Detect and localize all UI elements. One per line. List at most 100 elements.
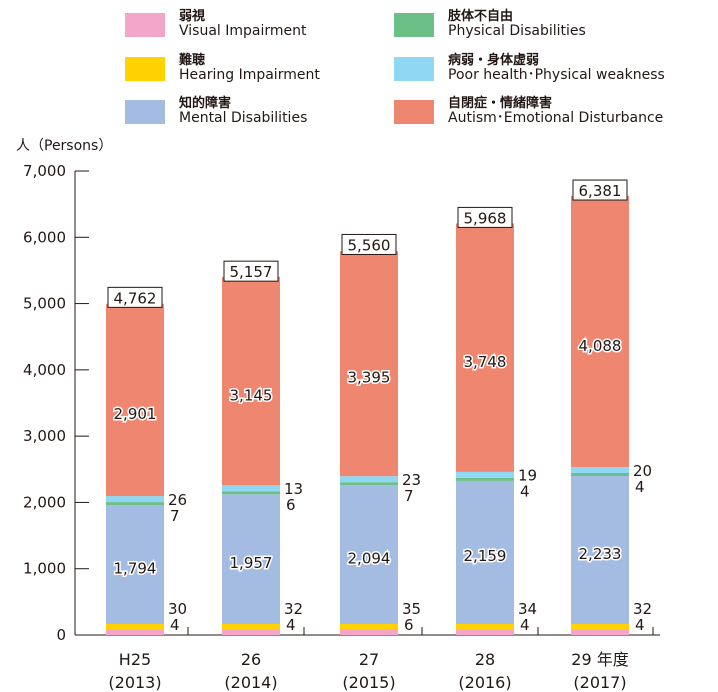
x-category-year: (2015) bbox=[342, 673, 395, 692]
legend-item-hearing: 難聴 Hearing Impairment bbox=[125, 53, 320, 83]
legend-item-autism: 自閉症・情緒障害 Autism･Emotional Disturbance bbox=[394, 96, 663, 126]
data-label-health: 26 bbox=[168, 491, 187, 509]
bar-segment-autism bbox=[456, 223, 514, 472]
y-tick-label: 2,000 bbox=[23, 493, 66, 511]
data-label-hearing: 34 bbox=[518, 600, 537, 618]
legend-label-ja: 病弱・身体虚弱 bbox=[448, 53, 540, 68]
bar-segment-health bbox=[571, 466, 629, 473]
chart-legend: 弱視 Visual Impairment 肢体不自由 Physical Disa… bbox=[0, 0, 718, 135]
bar-segment-mental bbox=[222, 494, 280, 624]
legend-label-en: Mental Disabilities bbox=[179, 110, 308, 126]
bar-segment-physical bbox=[456, 477, 514, 481]
data-label-mental: 2,233 bbox=[579, 545, 622, 563]
bar-segment-hearing bbox=[340, 624, 398, 630]
bar-segment-mental bbox=[456, 480, 514, 624]
bar-segment-visual bbox=[340, 630, 398, 635]
legend-label-en: Physical Disabilities bbox=[448, 23, 586, 39]
bar-segment-hearing bbox=[456, 624, 514, 630]
bar-segment-hearing bbox=[106, 624, 164, 630]
legend-label-ja: 難聴 bbox=[179, 53, 206, 68]
data-label-health: 19 bbox=[518, 467, 537, 485]
bar-segment-autism bbox=[222, 276, 280, 486]
data-label-physical: 4 bbox=[635, 478, 645, 496]
bar-segment-health bbox=[340, 476, 398, 483]
bar-segment-visual bbox=[456, 630, 514, 635]
data-label-physical: 7 bbox=[404, 487, 414, 505]
bar-segment-hearing bbox=[222, 624, 280, 630]
data-label-mental: 2,159 bbox=[464, 547, 507, 565]
legend-swatch-health bbox=[394, 57, 434, 81]
bar-segment-visual bbox=[571, 630, 629, 635]
y-axis-unit-label: 人（Persons） bbox=[16, 138, 112, 154]
data-label-hearing: 30 bbox=[168, 600, 187, 618]
y-tick-label: 7,000 bbox=[23, 162, 66, 180]
legend-label-en: Hearing Impairment bbox=[179, 67, 320, 83]
y-tick-label: 4,000 bbox=[23, 361, 66, 379]
bar-segment-mental bbox=[571, 475, 629, 624]
data-label-autism: 3,395 bbox=[348, 369, 391, 387]
data-label-health: 20 bbox=[633, 462, 652, 480]
data-label-visual: 6 bbox=[404, 616, 414, 634]
data-label-physical: 6 bbox=[286, 496, 296, 514]
data-label-visual: 4 bbox=[286, 616, 296, 634]
legend-label-en: Poor health･Physical weakness bbox=[448, 67, 665, 83]
total-value-label: 5,560 bbox=[348, 236, 391, 254]
bar-segment-visual bbox=[222, 630, 280, 635]
data-label-visual: 4 bbox=[170, 616, 180, 634]
total-value-box bbox=[572, 179, 628, 201]
bar-segment-physical bbox=[340, 482, 398, 486]
bar-segment-mental bbox=[106, 505, 164, 624]
bar-segment-mental bbox=[340, 485, 398, 624]
bar-segment-health bbox=[106, 496, 164, 503]
legend-label-ja: 知的障害 bbox=[179, 96, 232, 111]
data-label-health: 13 bbox=[284, 480, 303, 498]
bar-segment-health bbox=[456, 471, 514, 478]
bar-segment-autism bbox=[571, 196, 629, 467]
legend-swatch-physical bbox=[394, 13, 434, 37]
data-label-visual: 4 bbox=[520, 616, 530, 634]
legend-swatch-mental bbox=[125, 100, 165, 124]
x-category-label: 29 年度 bbox=[571, 650, 628, 669]
legend-label-en: Visual Impairment bbox=[179, 23, 307, 39]
data-label-physical: 4 bbox=[520, 483, 530, 501]
legend-label-en: Autism･Emotional Disturbance bbox=[448, 110, 664, 126]
x-category-label: H25 bbox=[119, 650, 151, 669]
y-tick-label: 0 bbox=[56, 626, 66, 644]
legend-label-ja: 肢体不自由 bbox=[448, 9, 514, 24]
total-value-box bbox=[341, 233, 397, 255]
bar-segment-health bbox=[222, 485, 280, 492]
legend-swatch-hearing bbox=[125, 57, 165, 81]
x-category-label: 28 bbox=[475, 650, 495, 669]
data-label-visual: 4 bbox=[635, 616, 645, 634]
legend-item-mental: 知的障害 Mental Disabilities bbox=[125, 96, 307, 126]
data-label-hearing: 32 bbox=[633, 600, 652, 618]
data-label-hearing: 35 bbox=[402, 600, 421, 618]
legend-label-ja: 弱視 bbox=[179, 9, 206, 24]
x-category-year: (2017) bbox=[573, 673, 626, 692]
y-tick-label: 5,000 bbox=[23, 295, 66, 313]
total-value-box bbox=[107, 286, 163, 308]
legend-item-visual: 弱視 Visual Impairment bbox=[125, 9, 307, 39]
data-label-autism: 3,145 bbox=[230, 387, 273, 405]
total-value-box bbox=[223, 260, 279, 282]
total-value-label: 6,381 bbox=[579, 182, 622, 200]
x-category-year: (2013) bbox=[108, 673, 161, 692]
x-category-label: 27 bbox=[359, 650, 379, 669]
bar-segment-physical bbox=[571, 472, 629, 476]
total-value-label: 5,968 bbox=[464, 209, 507, 227]
bar-segment-visual bbox=[106, 630, 164, 635]
bar-segment-autism bbox=[106, 303, 164, 497]
data-label-mental: 1,794 bbox=[114, 560, 157, 578]
data-label-mental: 2,094 bbox=[348, 549, 391, 567]
bar-segment-hearing bbox=[571, 624, 629, 630]
legend-label-ja: 自閉症・情緒障害 bbox=[448, 96, 553, 111]
data-label-health: 23 bbox=[402, 471, 421, 489]
data-label-hearing: 32 bbox=[284, 600, 303, 618]
legend-item-health: 病弱・身体虚弱 Poor health･Physical weakness bbox=[394, 53, 665, 83]
y-tick-label: 6,000 bbox=[23, 228, 66, 246]
data-label-autism: 3,748 bbox=[464, 353, 507, 371]
total-value-box bbox=[457, 206, 513, 228]
x-category-year: (2016) bbox=[458, 673, 511, 692]
x-category-year: (2014) bbox=[224, 673, 277, 692]
